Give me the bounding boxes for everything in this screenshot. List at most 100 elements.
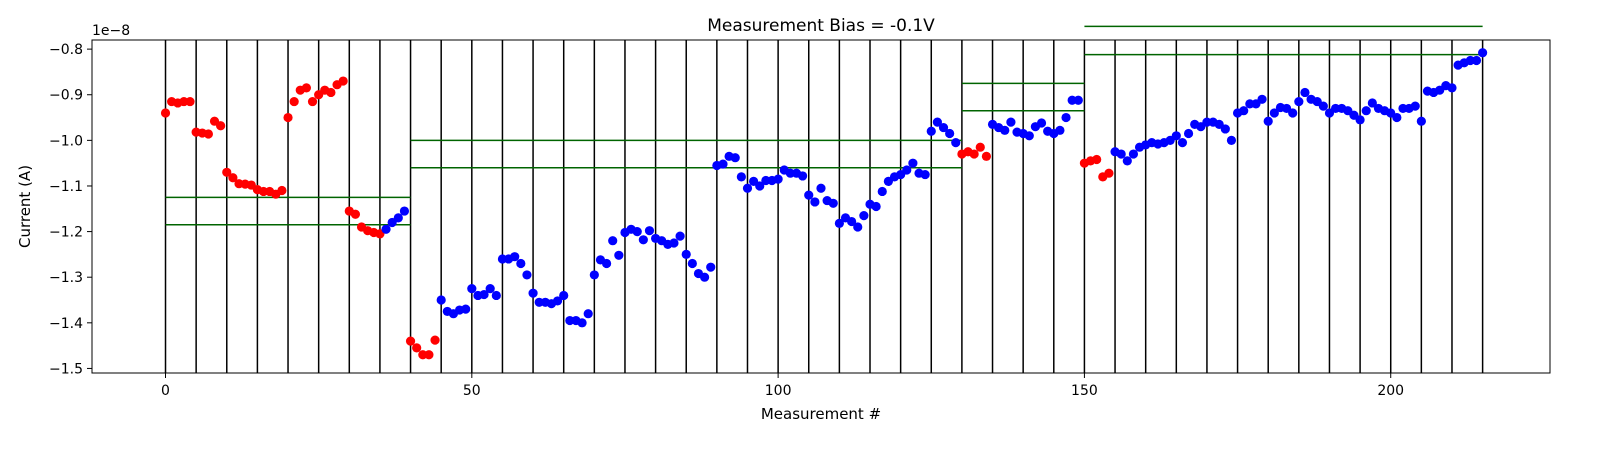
data-point-blue — [755, 181, 765, 191]
data-point-blue — [608, 236, 618, 246]
data-point-red — [326, 87, 336, 98]
data-point-blue — [1263, 116, 1273, 126]
data-point-red — [1092, 154, 1102, 165]
data-point-blue — [1355, 115, 1365, 125]
y-tick-label: −0.9 — [49, 88, 83, 104]
data-point-blue — [552, 296, 563, 306]
data-point-red — [424, 350, 434, 360]
data-point-blue — [522, 270, 532, 280]
data-point-blue — [577, 318, 587, 328]
data-point-blue — [853, 222, 863, 232]
data-point-blue — [559, 290, 569, 301]
data-point-blue — [1061, 112, 1071, 123]
data-point-blue — [951, 138, 961, 148]
data-point-blue — [1073, 95, 1083, 105]
data-point-blue — [736, 172, 746, 182]
data-point-blue — [1361, 106, 1371, 116]
data-point-red — [160, 108, 171, 118]
data-point-blue — [730, 153, 740, 163]
data-point-blue — [381, 224, 391, 234]
data-point-blue — [798, 171, 808, 181]
data-point-blue — [1171, 131, 1181, 141]
data-point-blue — [1239, 106, 1249, 116]
data-point-blue — [1447, 83, 1457, 93]
data-point-blue — [644, 226, 655, 236]
data-point-blue — [834, 218, 844, 228]
y-axis-offset-text: 1e−8 — [92, 23, 130, 39]
data-point-blue — [773, 174, 783, 184]
x-tick-label: 200 — [1377, 383, 1404, 399]
data-point-blue — [871, 201, 881, 212]
data-point-blue — [1416, 116, 1426, 126]
y-axis-ticks: −1.5 −1.4 −1.3 −1.2 −1.1 −1.0 −0.9 −0.8 — [49, 42, 92, 377]
y-tick-label: −1.5 — [49, 361, 83, 377]
data-point-blue — [1024, 131, 1034, 141]
data-point-blue — [681, 249, 691, 259]
segment-dividers — [164, 40, 1484, 373]
data-point-red — [1104, 168, 1114, 178]
data-point-blue — [510, 252, 520, 262]
data-point-blue — [1183, 128, 1194, 139]
data-point-blue — [926, 126, 936, 136]
data-point-red — [412, 343, 422, 353]
data-point-blue — [638, 235, 648, 245]
data-point-blue — [847, 216, 857, 227]
data-point-blue — [669, 238, 679, 248]
data-point-blue — [859, 211, 869, 221]
data-point-blue — [1128, 149, 1139, 159]
data-point-blue — [528, 288, 538, 298]
data-point-blue — [908, 158, 918, 168]
data-point-red — [981, 151, 992, 161]
data-point-blue — [1220, 124, 1230, 134]
data-point-blue — [810, 197, 820, 207]
data-point-blue — [932, 117, 942, 127]
data-point-blue — [393, 213, 403, 223]
data-point-blue — [1116, 149, 1126, 159]
threshold-lines — [165, 25, 1483, 226]
data-point-blue — [516, 258, 526, 269]
data-point-blue — [718, 159, 728, 169]
data-point-blue — [1006, 117, 1016, 127]
data-point-blue — [1410, 101, 1420, 111]
data-point-blue — [1294, 96, 1304, 107]
data-point-red — [969, 149, 979, 159]
data-point-blue — [706, 262, 716, 272]
x-axis-ticks: 0 50 100 150 200 — [161, 373, 1404, 399]
data-point-red — [350, 209, 361, 219]
data-point-blue — [687, 258, 697, 269]
data-point-blue — [1471, 55, 1482, 66]
data-point-blue — [436, 295, 446, 305]
data-points — [160, 48, 1488, 360]
x-tick-label: 100 — [765, 383, 792, 399]
data-point-blue — [945, 128, 955, 139]
data-point-blue — [700, 272, 710, 282]
data-point-blue — [675, 231, 685, 241]
data-point-red — [975, 142, 985, 152]
data-point-red — [222, 167, 232, 177]
data-point-blue — [938, 122, 949, 133]
data-point-blue — [614, 250, 624, 260]
data-point-blue — [632, 226, 642, 237]
data-point-blue — [804, 190, 814, 200]
data-point-blue — [742, 183, 753, 193]
data-point-blue — [1177, 138, 1188, 148]
y-tick-label: −1.1 — [49, 179, 83, 195]
data-point-red — [307, 96, 318, 107]
chart-title: Measurement Bias = -0.1V — [707, 16, 935, 36]
data-point-blue — [1055, 125, 1065, 135]
data-point-blue — [1478, 48, 1488, 58]
data-point-blue — [491, 290, 501, 301]
data-point-blue — [1226, 135, 1237, 145]
data-point-blue — [485, 284, 495, 294]
y-tick-label: −1.3 — [49, 270, 83, 286]
data-point-blue — [1367, 98, 1377, 108]
data-point-blue — [816, 183, 826, 193]
data-point-red — [203, 129, 213, 139]
y-axis-label: Current (A) — [16, 165, 34, 248]
data-point-blue — [479, 289, 489, 300]
y-tick-label: −1.4 — [49, 316, 83, 332]
y-tick-label: −0.8 — [49, 42, 83, 58]
data-point-blue — [1269, 108, 1279, 118]
data-point-red — [185, 96, 195, 107]
